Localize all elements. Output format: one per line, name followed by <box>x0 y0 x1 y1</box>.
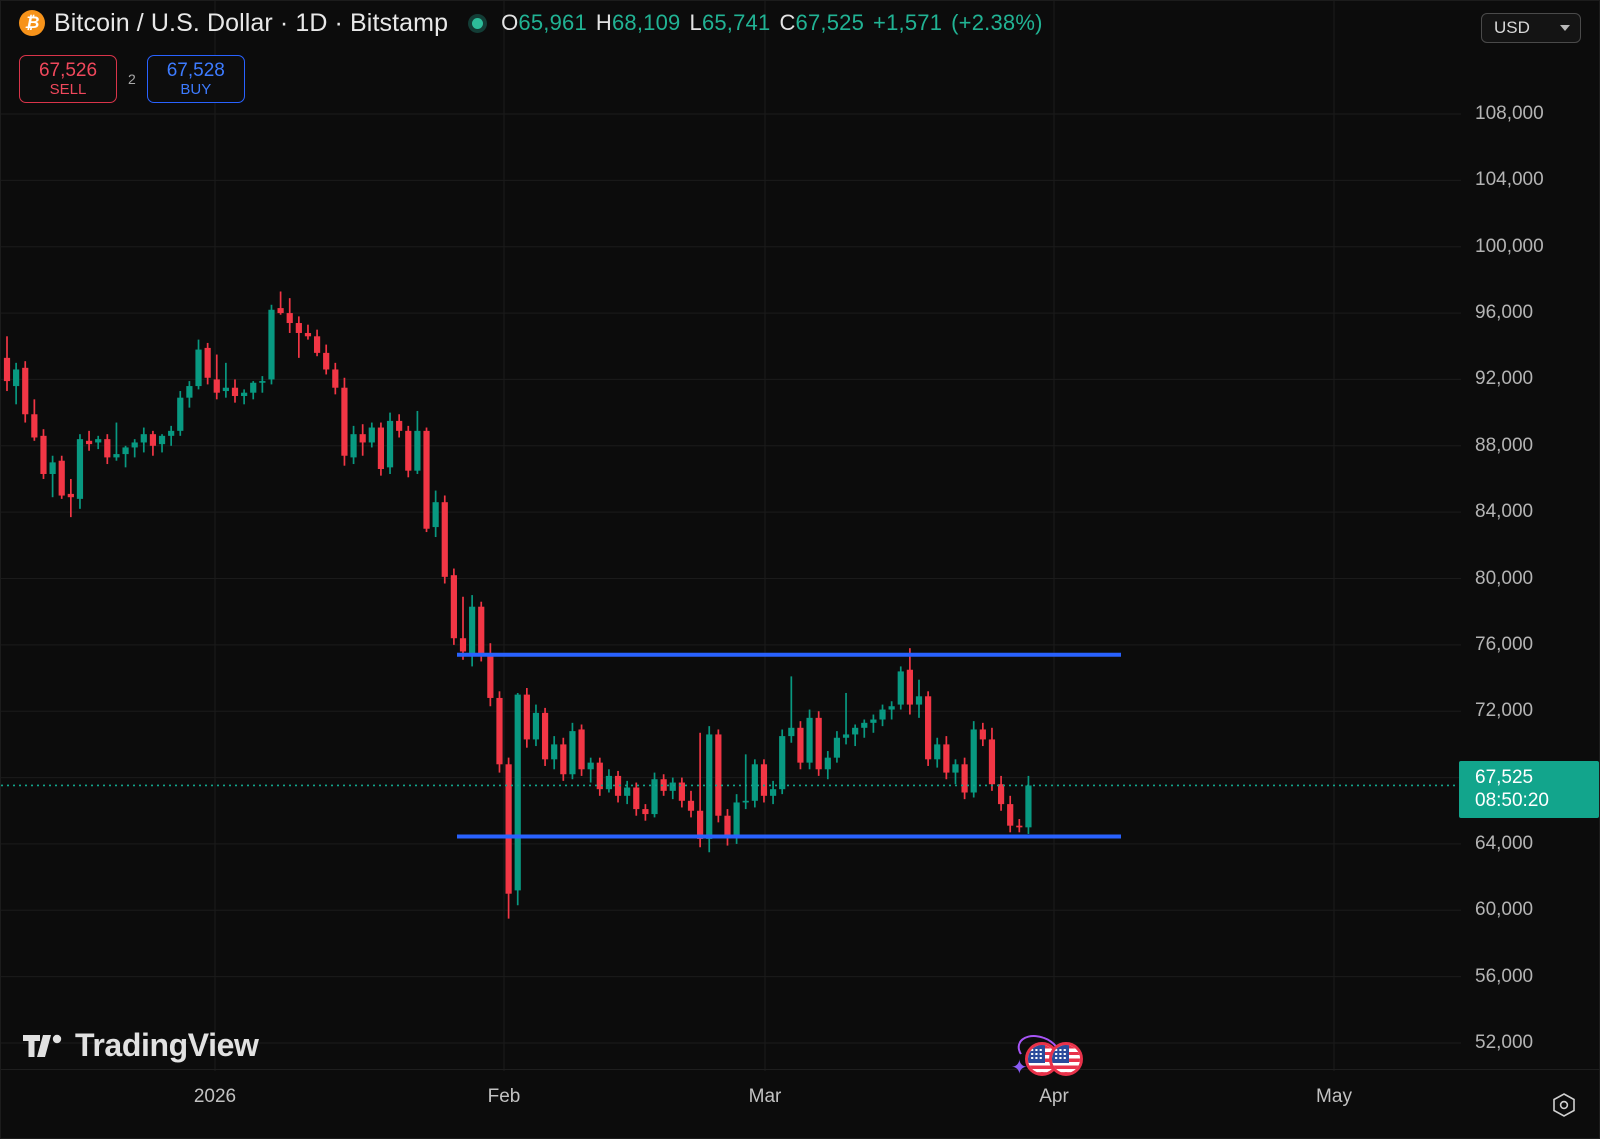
time-tick-label: 2026 <box>193 1086 237 1107</box>
low-value: 65,741 <box>701 10 771 35</box>
last-price-tag: 67,525 08:50:20 <box>1459 761 1599 819</box>
price-tick-label: 76,000 <box>1475 633 1534 655</box>
price-tick-label: 84,000 <box>1475 501 1534 523</box>
time-tick-label: Apr <box>1039 1086 1069 1107</box>
price-axis[interactable]: 108,000 104,000 100,000 96,000 92,000 88,000 8… <box>1459 1 1599 1071</box>
price-tick-label: 80,000 <box>1475 567 1534 589</box>
high-value: 68,109 <box>612 10 681 35</box>
trade-panel: 67,526 SELL 2 67,528 BUY <box>19 55 245 103</box>
economic-event-badges[interactable]: ✦ <box>1011 1029 1101 1079</box>
symbol-title[interactable]: Bitcoin / U.S. Dollar · 1D · Bitstamp <box>54 8 449 37</box>
us-flag-icon[interactable] <box>1049 1042 1083 1076</box>
ohlc-legend: O65,961 H68,109 L65,741 C67,525 +1,571 (+2.38… <box>501 10 1043 36</box>
bitcoin-icon: ₿ <box>19 10 45 36</box>
close-value: 67,525 <box>795 10 865 35</box>
change-value: +1,571 <box>873 10 943 35</box>
time-axis[interactable]: 2026 Feb Mar Apr May <box>1 1069 1600 1138</box>
tradingview-logo: TradingView <box>23 1027 259 1064</box>
price-tick-label: 88,000 <box>1475 434 1534 456</box>
candlestick-plot <box>1 1 1461 1071</box>
price-tick-label: 108,000 <box>1475 103 1544 124</box>
sparkle-icon: ✦ <box>1011 1057 1028 1079</box>
price-tick-label: 104,000 <box>1475 169 1544 191</box>
open-value: 65,961 <box>518 10 587 35</box>
price-tick-label: 100,000 <box>1475 235 1544 257</box>
bar-countdown: 08:50:20 <box>1475 790 1549 812</box>
currency-label: USD <box>1494 18 1530 37</box>
time-tick-label: May <box>1316 1086 1352 1107</box>
sell-label: SELL <box>49 80 87 98</box>
tradingview-wordmark: TradingView <box>75 1027 259 1063</box>
buy-price: 67,528 <box>166 59 225 81</box>
tradingview-mark-icon <box>23 1033 63 1059</box>
chart-settings-icon[interactable] <box>1549 1090 1579 1120</box>
sell-button[interactable]: 67,526 SELL <box>19 55 117 103</box>
price-tick-label: 92,000 <box>1475 368 1534 390</box>
open-label: O <box>501 10 519 35</box>
sell-price: 67,526 <box>38 59 98 81</box>
price-tick-label: 60,000 <box>1475 899 1534 921</box>
low-label: L <box>689 10 702 35</box>
price-tick-label: 96,000 <box>1475 302 1534 324</box>
spread-value: 2 <box>128 71 136 87</box>
price-tick-label: 56,000 <box>1475 965 1534 987</box>
last-price-value: 67,525 <box>1475 767 1534 789</box>
change-percent: (+2.38%) <box>951 10 1043 35</box>
high-label: H <box>595 10 612 35</box>
chevron-down-icon <box>1560 25 1570 31</box>
buy-label: BUY <box>180 80 212 98</box>
price-tick-label: 72,000 <box>1475 700 1534 722</box>
time-tick-label: Feb <box>487 1086 521 1107</box>
chart-header: ₿ Bitcoin / U.S. Dollar · 1D · Bitstamp … <box>1 1 1600 45</box>
buy-button[interactable]: 67,528 BUY <box>146 55 245 103</box>
time-tick-label: Mar <box>748 1086 782 1107</box>
currency-select[interactable]: USD <box>1481 13 1581 43</box>
close-label: C <box>779 10 796 35</box>
price-tick-label: 64,000 <box>1475 832 1534 854</box>
chart-canvas[interactable] <box>1 1 1461 1071</box>
market-status-dot <box>468 13 488 33</box>
price-tick-label: 52,000 <box>1475 1032 1534 1053</box>
